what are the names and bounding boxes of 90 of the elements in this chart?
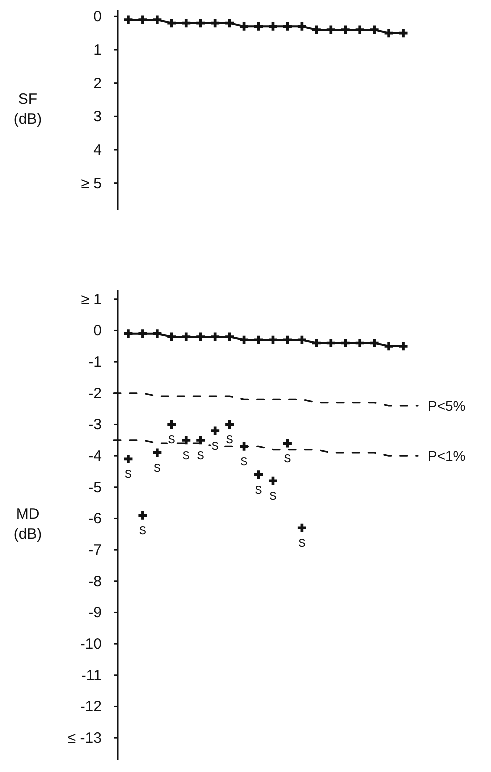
y-axis-title: MD (dB) (14, 506, 42, 543)
y-tick-label: -7 (88, 542, 102, 560)
point (326, 339, 336, 348)
point (254, 22, 264, 31)
data-label: S (139, 524, 147, 539)
point (124, 330, 133, 338)
y-tick-label: -9 (88, 604, 102, 622)
point (298, 524, 306, 532)
y-tick-label: 0 (94, 322, 102, 340)
point (211, 426, 220, 436)
point (168, 420, 176, 429)
series-label: P<1% (428, 448, 466, 464)
point (182, 436, 191, 445)
point (138, 16, 148, 24)
data-label: S (154, 462, 162, 476)
point (356, 26, 364, 34)
y-tick-label: 2 (94, 75, 102, 92)
point (298, 22, 306, 31)
point (399, 342, 408, 351)
point (240, 22, 249, 31)
y-tick-label: -12 (80, 698, 102, 716)
point (168, 19, 176, 28)
y-tick-label: 3 (94, 108, 102, 126)
point (226, 332, 234, 342)
point (182, 332, 191, 342)
point (283, 336, 292, 344)
point (153, 16, 162, 24)
point (283, 22, 292, 31)
point (226, 420, 234, 429)
point (384, 29, 394, 38)
point (138, 511, 148, 520)
point (196, 19, 206, 28)
point (384, 342, 394, 351)
y-tick-label: -2 (88, 385, 102, 402)
y-tick-label: -6 (88, 510, 102, 528)
point (341, 339, 350, 348)
y-tick-label: -4 (88, 448, 102, 466)
y-tick-label: 0 (94, 8, 102, 26)
y-tick-label: ≥ 5 (81, 175, 102, 192)
data-label: S (240, 456, 248, 470)
point (312, 339, 321, 348)
series-label: P<5% (428, 398, 466, 414)
point (370, 339, 379, 348)
point (153, 330, 162, 338)
point (312, 26, 321, 34)
point (240, 336, 249, 344)
point (240, 442, 249, 451)
y-tick-label: 1 (94, 42, 102, 59)
point (356, 339, 364, 348)
y-axis-title: SF (dB) (14, 91, 42, 128)
point (226, 19, 234, 28)
point (168, 332, 176, 342)
point (182, 19, 191, 28)
point (254, 470, 264, 480)
data-label: S (298, 537, 306, 552)
y-tick-label: -5 (88, 479, 102, 496)
point (268, 22, 278, 31)
point (268, 476, 278, 486)
point (153, 448, 162, 458)
data-label: S (255, 484, 262, 498)
y-tick-label: 4 (94, 142, 102, 159)
point (124, 454, 133, 464)
point (370, 26, 379, 34)
y-tick-label: ≥ 1 (81, 291, 102, 308)
point (196, 332, 206, 342)
data-label: S (197, 449, 204, 464)
y-tick-label: -11 (81, 667, 102, 684)
point (399, 29, 408, 38)
point (211, 332, 220, 342)
data-label: S (270, 490, 277, 504)
point (283, 439, 292, 448)
point (298, 336, 306, 344)
point (124, 16, 133, 24)
point (254, 336, 264, 344)
point (326, 26, 336, 34)
y-tick-label: -10 (80, 636, 102, 654)
y-tick-label: -8 (88, 573, 102, 590)
point (211, 19, 220, 28)
data-label: S (284, 452, 292, 467)
point (341, 26, 350, 34)
y-tick-label: ≤ -13 (68, 730, 102, 748)
y-tick-label: -3 (88, 416, 102, 434)
data-label: S (182, 449, 190, 464)
y-tick-label: -1 (88, 354, 102, 372)
data-label: S (168, 434, 176, 448)
point (268, 336, 278, 344)
point (138, 330, 148, 338)
point (196, 436, 206, 445)
data-label: S (124, 468, 132, 482)
data-label: S (226, 434, 234, 448)
